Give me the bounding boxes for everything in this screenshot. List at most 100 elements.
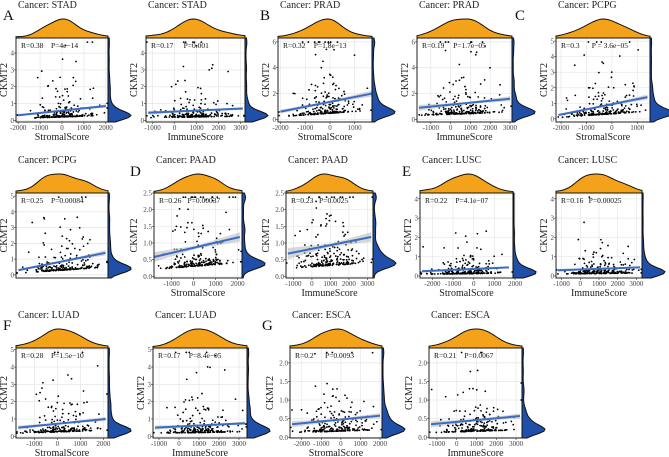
data-point — [81, 351, 84, 354]
data-point — [356, 108, 359, 110]
data-point — [439, 41, 442, 43]
data-point — [42, 242, 45, 244]
data-point — [479, 248, 482, 251]
data-point — [70, 268, 72, 271]
data-point — [187, 430, 189, 433]
data-point — [61, 58, 64, 60]
data-point — [181, 430, 184, 432]
data-point — [473, 269, 476, 272]
data-point — [342, 422, 345, 425]
data-point — [610, 76, 613, 79]
data-point — [219, 232, 222, 235]
data-point — [448, 418, 450, 420]
data-point — [314, 53, 317, 56]
data-point — [53, 265, 55, 267]
p-value: P = 3.6e−05 — [592, 41, 629, 50]
data-point — [348, 422, 351, 425]
data-point — [313, 97, 316, 99]
data-point — [53, 420, 56, 423]
data-point — [182, 65, 185, 68]
data-point — [335, 105, 338, 108]
data-point — [468, 262, 471, 265]
y-tick-label: 4 — [148, 364, 152, 372]
data-point — [450, 112, 453, 115]
y-tick-label: 0 — [551, 115, 555, 123]
data-point — [197, 86, 199, 89]
data-point — [316, 113, 319, 115]
data-point — [595, 41, 598, 43]
data-point — [455, 80, 457, 82]
data-point — [343, 235, 345, 237]
data-point — [491, 426, 493, 428]
data-point — [52, 114, 55, 116]
data-point — [609, 112, 612, 115]
data-point — [604, 263, 607, 265]
data-point — [349, 406, 352, 409]
data-point — [41, 105, 44, 108]
data-point — [314, 84, 317, 87]
data-point — [352, 106, 355, 108]
data-point — [331, 351, 334, 354]
data-point — [200, 254, 203, 257]
data-point — [307, 254, 310, 257]
data-point — [82, 390, 85, 392]
data-point — [94, 266, 97, 269]
data-point — [198, 412, 201, 415]
data-point — [201, 224, 204, 227]
data-point — [463, 254, 465, 257]
data-point — [593, 251, 595, 254]
data-point — [326, 406, 329, 409]
data-point — [189, 116, 192, 118]
data-point — [465, 258, 467, 261]
data-point — [49, 109, 52, 112]
x-tick-label: 0 — [60, 124, 64, 132]
data-point — [481, 112, 484, 114]
data-point — [184, 113, 187, 116]
data-point — [323, 427, 326, 430]
y-tick-label: 2.5 — [143, 190, 152, 198]
data-point — [191, 260, 194, 263]
correlation-r: R=0.17 — [151, 41, 174, 50]
data-point — [609, 110, 612, 112]
data-point — [487, 265, 489, 268]
data-point — [335, 84, 337, 87]
y-marginal-density — [521, 347, 546, 439]
x-marginal-density — [289, 328, 383, 349]
data-point — [63, 217, 66, 220]
data-point — [499, 429, 502, 432]
p-value: P=4.1e−07 — [455, 196, 488, 205]
data-point — [354, 110, 357, 113]
data-point — [313, 41, 316, 43]
y-tick-label: 2 — [273, 90, 277, 98]
data-point — [166, 431, 168, 434]
data-point — [628, 264, 631, 267]
data-point — [322, 264, 325, 267]
x-marginal-density — [555, 173, 643, 194]
y-tick-label: 1.0 — [418, 397, 427, 405]
data-point — [89, 238, 91, 241]
data-point — [602, 110, 605, 112]
data-point — [237, 248, 240, 251]
data-point — [75, 428, 78, 431]
data-point — [55, 112, 58, 115]
data-point — [190, 265, 192, 267]
data-point — [67, 95, 70, 97]
data-point — [589, 266, 592, 269]
y-tick-label: 6 — [412, 38, 416, 46]
data-point — [61, 408, 64, 411]
data-point — [444, 395, 447, 398]
x-tick-label: 1000 — [190, 124, 205, 132]
data-point — [432, 113, 435, 116]
data-point — [470, 50, 472, 53]
data-point — [199, 430, 202, 433]
data-point — [61, 257, 64, 260]
data-point — [628, 268, 630, 271]
data-point — [445, 431, 448, 434]
x-tick-label: -2000 — [294, 440, 311, 448]
data-point — [443, 263, 446, 265]
data-point — [157, 264, 160, 267]
data-point — [316, 252, 319, 255]
data-point — [484, 104, 487, 107]
data-point — [340, 430, 343, 432]
x-tick-label: 0 — [173, 124, 177, 132]
